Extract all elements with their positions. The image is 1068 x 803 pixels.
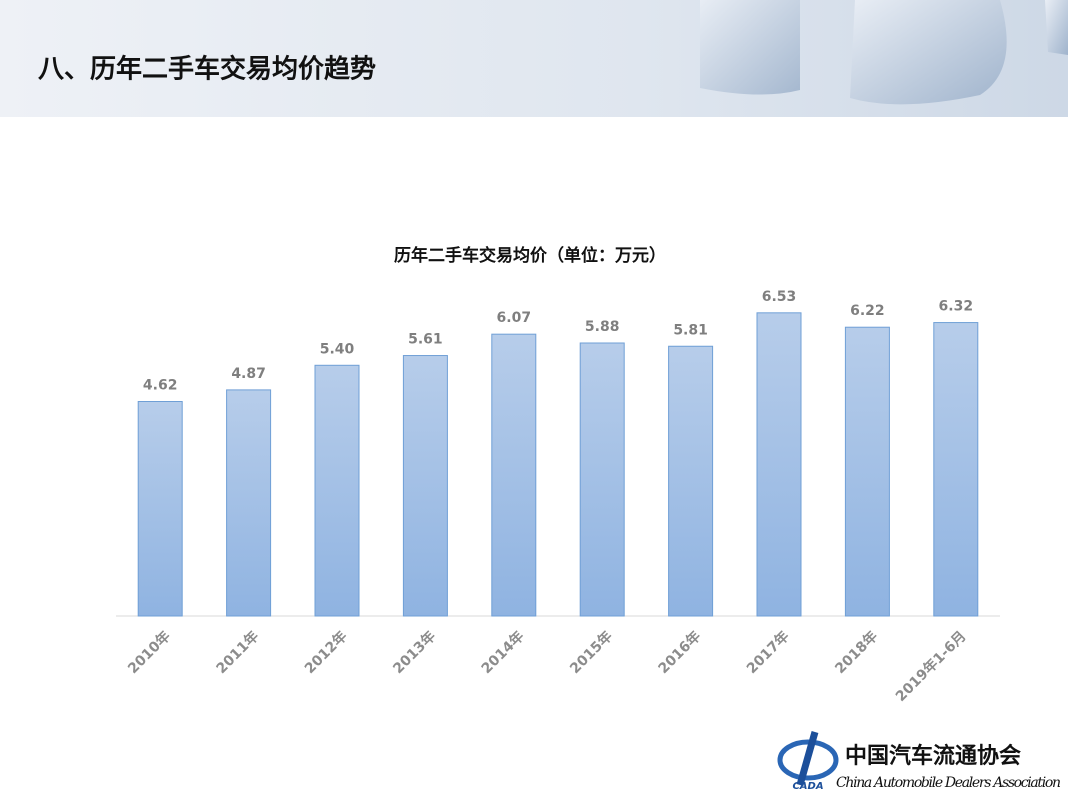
- x-tick-label: 2012年: [301, 628, 350, 677]
- header-decoration: [1045, 0, 1068, 55]
- x-tick-label: 2018年: [832, 628, 881, 677]
- data-label: 6.07: [497, 310, 532, 326]
- slide-title: 八、历年二手车交易均价趋势: [38, 54, 376, 85]
- data-label: 5.88: [585, 319, 620, 335]
- x-tick-label: 2014年: [478, 628, 527, 677]
- bar: [579, 342, 625, 617]
- header-decoration: [850, 0, 1007, 105]
- x-tick-label: 2019年1-6月: [892, 628, 969, 705]
- bar: [756, 312, 802, 617]
- bar: [314, 364, 360, 617]
- x-tick-label: 2017年: [743, 628, 792, 677]
- logo-abbr: CADA: [792, 781, 823, 792]
- x-tick-label: 2015年: [566, 628, 615, 677]
- chart-title: 历年二手车交易均价（单位：万元）: [394, 245, 666, 266]
- data-label: 5.81: [673, 322, 708, 338]
- data-label: 4.62: [143, 378, 178, 394]
- data-label: 5.40: [320, 341, 355, 357]
- data-label: 4.87: [231, 366, 266, 382]
- logo: CADA 中国汽车流通协会 China Automobile Dealers A…: [777, 731, 1061, 792]
- x-tick-label: 2013年: [390, 628, 439, 677]
- bar: [402, 355, 448, 617]
- bar: [491, 333, 537, 617]
- logo-english: China Automobile Dealers Association: [836, 775, 1061, 791]
- bar: [226, 389, 272, 617]
- data-label: 6.22: [850, 303, 885, 319]
- logo-mark: [796, 731, 819, 786]
- bar: [137, 401, 183, 617]
- header-decoration: [700, 0, 800, 95]
- data-label: 6.32: [939, 299, 974, 315]
- x-tick-label: 2011年: [213, 628, 262, 677]
- x-tick-label: 2010年: [124, 628, 173, 677]
- bar: [844, 326, 890, 617]
- logo-mark: [777, 739, 839, 781]
- bar: [933, 322, 979, 617]
- x-tick-label: 2016年: [655, 628, 704, 677]
- data-label: 5.61: [408, 332, 443, 348]
- bar: [668, 345, 714, 617]
- data-label: 6.53: [762, 289, 797, 305]
- logo-name: 中国汽车流通协会: [845, 743, 1021, 769]
